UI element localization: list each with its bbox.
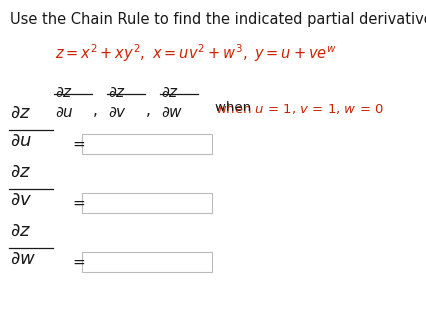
Text: when $\mathit{u}$ = 1, $\mathit{v}$ = 1, $\mathit{w}$ = 0: when $\mathit{u}$ = 1, $\mathit{v}$ = 1,…	[215, 101, 383, 116]
Text: =: =	[72, 196, 84, 211]
Text: $\partial \mathit{w}$: $\partial \mathit{w}$	[161, 105, 183, 120]
Text: $\mathit{z} = \mathit{x}^{2} + \mathit{x}\mathit{y}^{2},$$\ \mathit{x} = \mathit: $\mathit{z} = \mathit{x}^{2} + \mathit{x…	[55, 42, 336, 64]
Text: when: when	[215, 101, 255, 114]
Text: $\partial \mathit{v}$: $\partial \mathit{v}$	[108, 105, 127, 120]
Text: $\partial \mathit{z}$: $\partial \mathit{z}$	[55, 85, 73, 100]
Text: $\partial \mathit{v}$: $\partial \mathit{v}$	[10, 191, 32, 209]
Text: =: =	[72, 137, 84, 152]
Text: =: =	[72, 255, 84, 270]
Bar	[82, 252, 211, 272]
Text: ,: ,	[93, 103, 98, 118]
Text: Use the Chain Rule to find the indicated partial derivatives.: Use the Chain Rule to find the indicated…	[10, 12, 426, 27]
Text: $\partial \mathit{z}$: $\partial \mathit{z}$	[10, 104, 31, 122]
Text: $\partial \mathit{u}$: $\partial \mathit{u}$	[10, 132, 32, 150]
Text: $\partial \mathit{u}$: $\partial \mathit{u}$	[55, 105, 74, 120]
Text: $\partial \mathit{w}$: $\partial \mathit{w}$	[10, 250, 36, 268]
Text: ,: ,	[146, 103, 150, 118]
Text: $\partial \mathit{z}$: $\partial \mathit{z}$	[10, 222, 31, 240]
Bar	[82, 134, 211, 154]
Text: $\partial \mathit{z}$: $\partial \mathit{z}$	[10, 163, 31, 181]
Text: $\partial \mathit{z}$: $\partial \mathit{z}$	[161, 85, 179, 100]
Text: $\partial \mathit{z}$: $\partial \mathit{z}$	[108, 85, 126, 100]
Bar	[82, 193, 211, 213]
